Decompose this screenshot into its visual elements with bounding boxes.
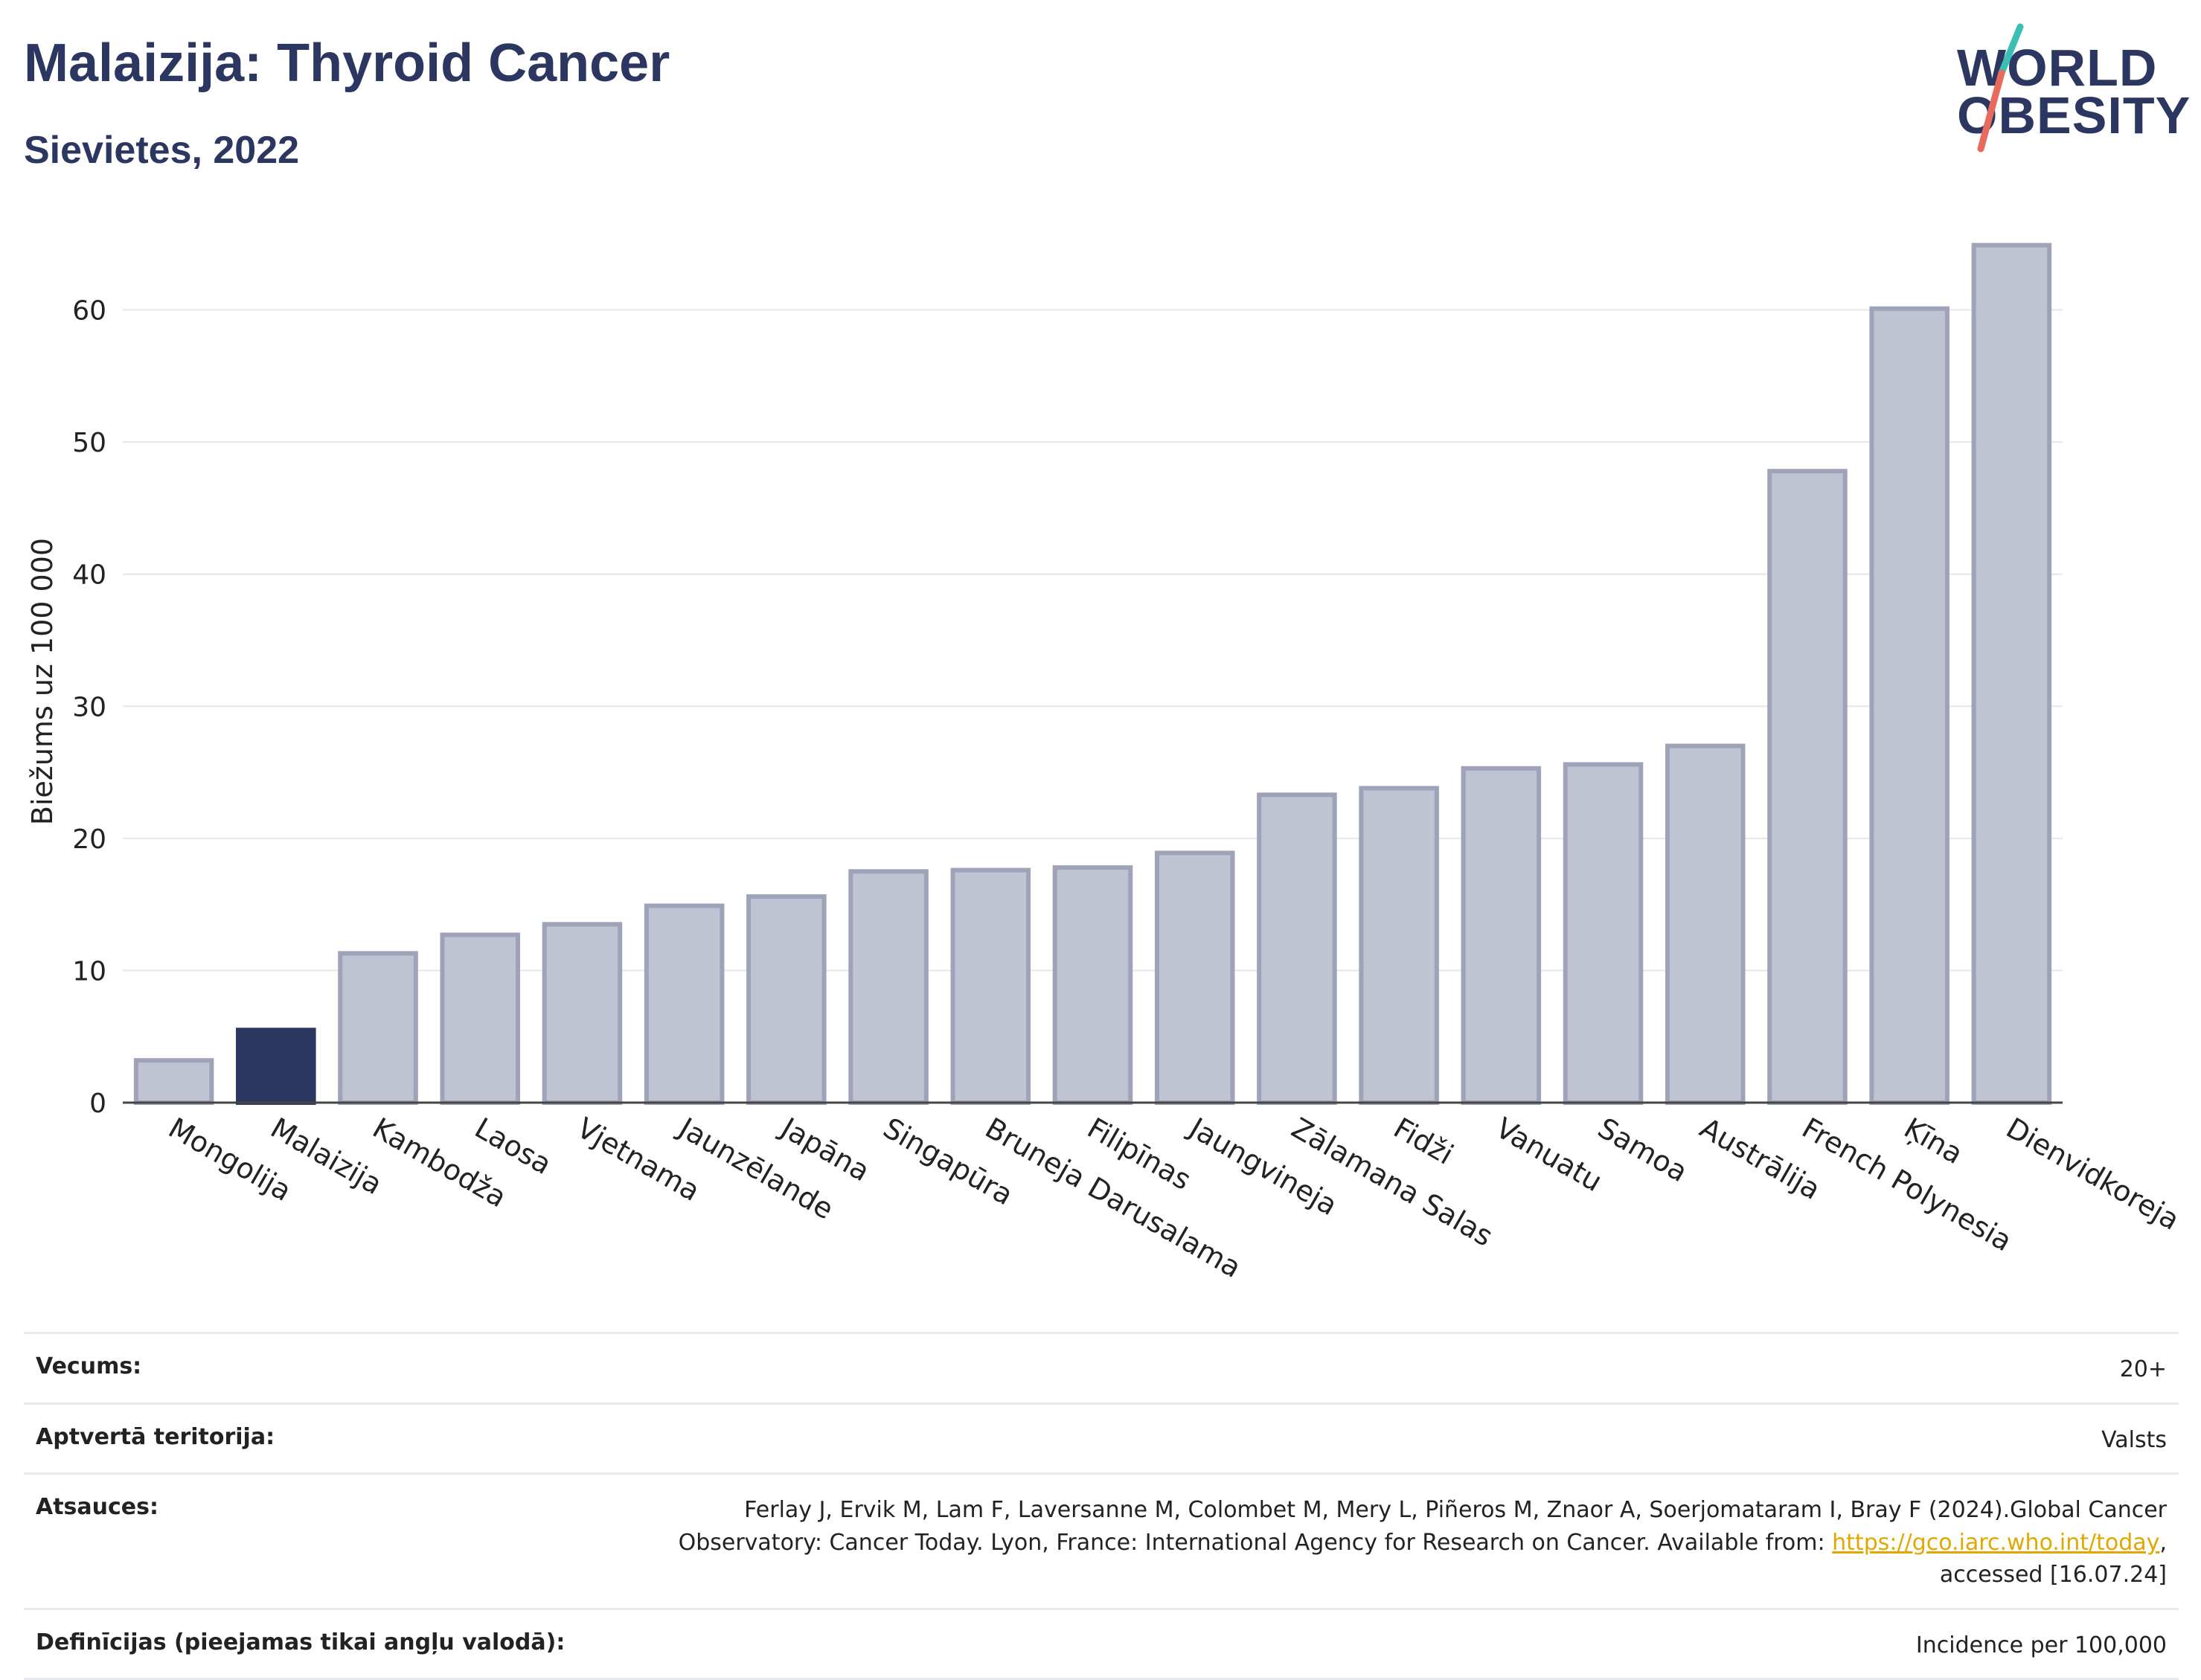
bar-16[interactable] <box>1769 471 1845 1103</box>
x-tick-label: Dienvidkoreja <box>2001 1112 2185 1237</box>
page-subtitle: Sievietes, 2022 <box>24 128 299 173</box>
world-obesity-logo[interactable]: WORLD OBESITY <box>1935 21 2188 162</box>
x-tick-label: Fidži <box>1388 1112 1459 1171</box>
bar-5[interactable] <box>647 905 723 1103</box>
meta-value-age: 20+ <box>2120 1353 2167 1386</box>
bar-11[interactable] <box>1259 795 1335 1103</box>
bar-9[interactable] <box>1055 868 1131 1103</box>
page-title: Malaizija: Thyroid Cancer <box>24 33 670 94</box>
chart-y-ticks: 0 10 20 30 40 50 60 <box>72 296 106 1119</box>
bar-15[interactable] <box>1667 746 1743 1103</box>
y-tick-label: 30 <box>72 692 106 722</box>
bar-7[interactable] <box>850 871 926 1103</box>
x-tick-label: Ķīna <box>1899 1112 1969 1171</box>
x-tick-label: Vanuatu <box>1490 1112 1608 1198</box>
bar-14[interactable] <box>1566 764 1641 1103</box>
meta-value-references: Ferlay J, Ervik M, Lam F, Laversanne M, … <box>679 1494 2167 1591</box>
bar-2[interactable] <box>340 953 416 1103</box>
y-tick-label: 60 <box>72 296 106 327</box>
meta-row-age: Vecums: 20+ <box>24 1332 2179 1402</box>
meta-row-references: Atsauces: Ferlay J, Ervik M, Lam F, Lave… <box>24 1472 2179 1608</box>
y-tick-label: 0 <box>89 1089 106 1119</box>
bar-12[interactable] <box>1361 788 1437 1103</box>
bar-13[interactable] <box>1464 769 1540 1103</box>
bar-3[interactable] <box>442 934 518 1103</box>
bar-1[interactable] <box>238 1030 314 1103</box>
reference-line-2: Observatory: Cancer Today. Lyon, France:… <box>679 1530 1833 1556</box>
y-tick-label: 50 <box>72 428 106 458</box>
bar-18[interactable] <box>1974 246 2050 1103</box>
bar-17[interactable] <box>1871 309 1947 1103</box>
reference-line-2-end: , <box>2159 1530 2167 1556</box>
bar-6[interactable] <box>749 897 824 1103</box>
meta-row-coverage: Aptvertā teritorija: Valsts <box>24 1402 2179 1473</box>
meta-label-definitions: Definīcijas (pieejamas tikai angļu valod… <box>36 1629 565 1655</box>
metadata-table: Vecums: 20+ Aptvertā teritorija: Valsts … <box>24 1332 2179 1680</box>
bar-4[interactable] <box>545 924 621 1103</box>
chart-bars <box>136 246 2049 1103</box>
meta-label-age: Vecums: <box>36 1353 141 1379</box>
y-tick-label: 20 <box>72 824 106 855</box>
bar-0[interactable] <box>136 1060 212 1103</box>
meta-value-definitions: Incidence per 100,000 <box>1916 1629 2167 1662</box>
x-tick-label: Samoa <box>1592 1112 1693 1189</box>
reference-link[interactable]: https://gco.iarc.who.int/today <box>1832 1530 2159 1556</box>
y-tick-label: 10 <box>72 956 106 987</box>
y-tick-label: 40 <box>72 560 106 591</box>
reference-line-3: accessed [16.07.24] <box>1940 1562 2167 1588</box>
bar-10[interactable] <box>1157 853 1233 1103</box>
bar-8[interactable] <box>953 870 1029 1103</box>
bar-chart: 0 10 20 30 40 50 60 MongolijaMalaizijaKambodža… <box>0 186 2201 1302</box>
meta-label-coverage: Aptvertā teritorija: <box>36 1424 275 1450</box>
y-axis-label: Biežums uz 100 000 <box>26 538 59 825</box>
reference-line-1: Ferlay J, Ervik M, Lam F, Laversanne M, … <box>744 1497 2167 1523</box>
meta-label-references: Atsauces: <box>36 1494 158 1520</box>
logo-slash-icon <box>1935 21 2188 162</box>
meta-row-definitions: Definīcijas (pieejamas tikai angļu valod… <box>24 1608 2179 1680</box>
meta-value-coverage: Valsts <box>2101 1424 2167 1457</box>
